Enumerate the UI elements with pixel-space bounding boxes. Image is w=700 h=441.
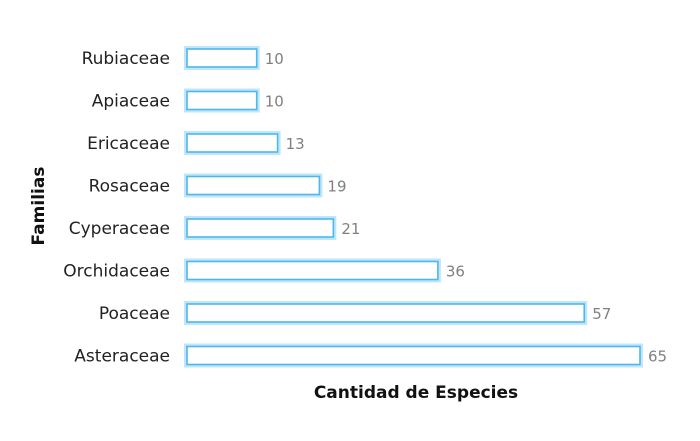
bar-glow-rubiaceae [184, 46, 260, 70]
bar-rosaceae [186, 175, 321, 196]
category-label-orchidaceae: Orchidaceae [63, 262, 170, 282]
bar-glow-poaceae [184, 301, 588, 325]
y-axis-title: Familias [29, 167, 49, 246]
bar-rubiaceae [186, 48, 258, 68]
bar-orchidaceae [186, 260, 439, 281]
category-label-poaceae: Poaceae [99, 304, 170, 324]
value-label-poaceae: 57 [592, 305, 611, 323]
value-label-rosaceae: 19 [327, 178, 346, 196]
x-axis-title: Cantidad de Especies [314, 383, 518, 403]
bar-glow-rosaceae [184, 173, 323, 198]
value-labels: 10 10 13 19 21 36 57 65 [265, 50, 667, 366]
category-label-rosaceae: Rosaceae [89, 177, 170, 197]
bar-ericaceae [186, 133, 279, 153]
bar-glow-asteraceae [184, 343, 643, 368]
value-label-ericaceae: 13 [286, 135, 305, 153]
bar-asteraceae [186, 345, 641, 366]
bars-group [184, 46, 643, 368]
value-label-asteraceae: 65 [648, 348, 667, 366]
bar-glow-apiaceae [184, 88, 260, 113]
category-label-apiaceae: Apiaceae [92, 92, 170, 112]
bar-glow-orchidaceae [184, 258, 441, 283]
value-label-apiaceae: 10 [265, 93, 284, 111]
category-label-ericaceae: Ericaceae [87, 134, 170, 154]
bar-poaceae [186, 303, 586, 323]
category-label-rubiaceae: Rubiaceae [82, 49, 170, 69]
bar-glow-cyperaceae [184, 216, 337, 240]
category-label-asteraceae: Asteraceae [74, 347, 170, 367]
value-label-cyperaceae: 21 [341, 220, 360, 238]
category-labels: Rubiaceae Apiaceae Ericaceae Rosaceae Cypera… [63, 49, 170, 367]
value-label-rubiaceae: 10 [265, 50, 284, 68]
category-label-cyperaceae: Cyperaceae [69, 219, 170, 239]
bar-apiaceae [186, 90, 258, 111]
bar-glow-ericaceae [184, 131, 281, 155]
bar-cyperaceae [186, 218, 335, 238]
value-label-orchidaceae: 36 [446, 263, 465, 281]
